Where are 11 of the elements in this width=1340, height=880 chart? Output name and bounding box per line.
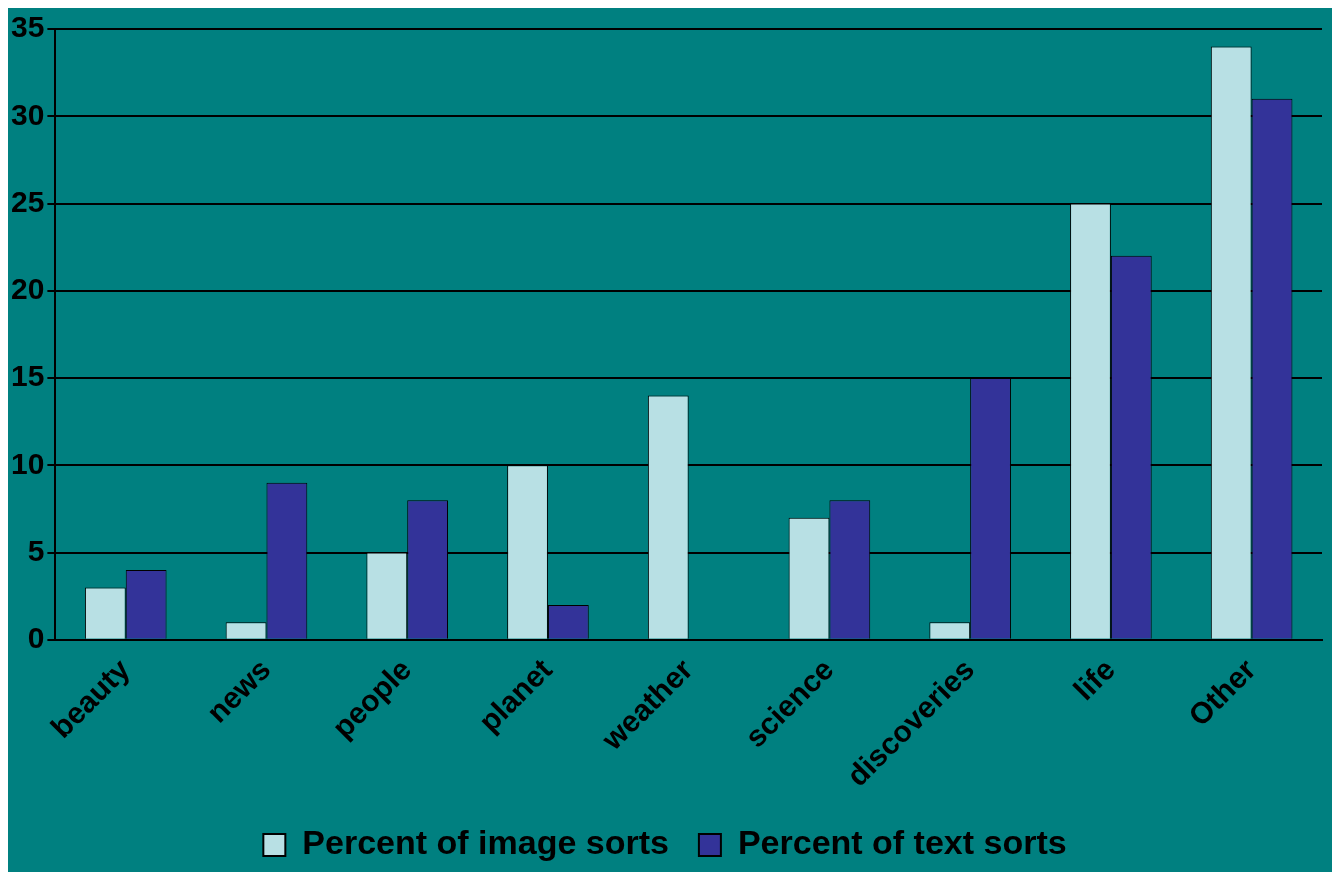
y-tick-label: 0 <box>27 621 45 655</box>
y-tick-label: 30 <box>10 97 45 131</box>
y-tick-label: 15 <box>10 359 45 393</box>
legend-label: Percent of text sorts <box>737 823 1067 862</box>
y-tick-label: 10 <box>10 446 45 480</box>
x-tick-label: life <box>1066 652 1121 707</box>
legend-label: Percent of image sorts <box>302 823 669 862</box>
y-tick-label: 5 <box>27 533 45 567</box>
y-tick-label: 35 <box>10 10 45 44</box>
y-tick-label: 25 <box>10 184 45 218</box>
y-tick-label: 20 <box>10 272 45 306</box>
